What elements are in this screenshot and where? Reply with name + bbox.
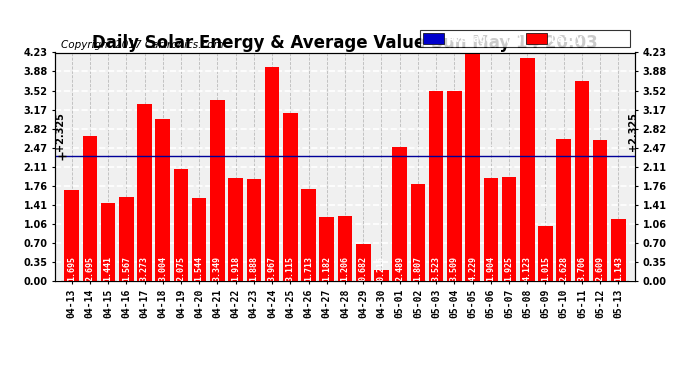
Text: 3.349: 3.349 bbox=[213, 256, 222, 281]
Text: 0.682: 0.682 bbox=[359, 256, 368, 281]
Text: 1.925: 1.925 bbox=[504, 256, 513, 281]
Bar bbox=[593, 140, 607, 281]
Bar bbox=[265, 67, 279, 281]
Bar bbox=[228, 177, 243, 281]
Bar bbox=[302, 189, 316, 281]
Text: 4.229: 4.229 bbox=[468, 256, 477, 281]
Text: 2.628: 2.628 bbox=[559, 256, 569, 281]
Text: 1.182: 1.182 bbox=[322, 256, 331, 281]
Bar bbox=[64, 190, 79, 281]
Text: 1.441: 1.441 bbox=[104, 256, 112, 281]
Bar bbox=[210, 100, 225, 281]
Text: 2.489: 2.489 bbox=[395, 256, 404, 281]
Text: 2.695: 2.695 bbox=[86, 256, 95, 281]
Bar bbox=[575, 81, 589, 281]
Bar bbox=[520, 58, 535, 281]
Text: 1.567: 1.567 bbox=[121, 256, 131, 281]
Bar bbox=[319, 217, 334, 281]
Text: 3.523: 3.523 bbox=[432, 256, 441, 281]
Bar bbox=[283, 113, 297, 281]
Text: 3.509: 3.509 bbox=[450, 256, 459, 281]
Text: 3.967: 3.967 bbox=[268, 256, 277, 281]
Title: Daily Solar Energy & Average Value Sun May 14 20:03: Daily Solar Energy & Average Value Sun M… bbox=[92, 34, 598, 53]
Bar bbox=[429, 91, 444, 281]
Text: 1.695: 1.695 bbox=[67, 256, 76, 281]
Text: 0.216: 0.216 bbox=[377, 256, 386, 281]
Text: 1.807: 1.807 bbox=[413, 256, 422, 281]
Text: 1.713: 1.713 bbox=[304, 256, 313, 281]
Text: 1.544: 1.544 bbox=[195, 256, 204, 281]
Text: +2.325: +2.325 bbox=[627, 112, 638, 151]
Bar bbox=[137, 104, 152, 281]
Bar bbox=[192, 198, 206, 281]
Bar bbox=[465, 53, 480, 281]
Text: 3.273: 3.273 bbox=[140, 256, 149, 281]
Text: 2.609: 2.609 bbox=[595, 256, 604, 281]
Bar bbox=[502, 177, 516, 281]
Bar bbox=[246, 179, 261, 281]
Bar bbox=[611, 219, 626, 281]
Text: 3.706: 3.706 bbox=[578, 256, 586, 281]
Text: 3.004: 3.004 bbox=[158, 256, 167, 281]
Bar bbox=[101, 203, 115, 281]
Bar bbox=[393, 147, 407, 281]
Bar bbox=[538, 226, 553, 281]
Text: 3.115: 3.115 bbox=[286, 256, 295, 281]
Bar bbox=[411, 183, 425, 281]
Text: +2.325: +2.325 bbox=[55, 112, 65, 151]
Legend: Average  ($), Daily    ($): Average ($), Daily ($) bbox=[420, 30, 629, 47]
Bar bbox=[484, 178, 498, 281]
Text: 4.123: 4.123 bbox=[523, 256, 532, 281]
Bar bbox=[447, 92, 462, 281]
Text: 1.143: 1.143 bbox=[614, 256, 623, 281]
Bar bbox=[174, 169, 188, 281]
Bar bbox=[374, 270, 388, 281]
Text: 1.904: 1.904 bbox=[486, 256, 495, 281]
Bar bbox=[356, 244, 371, 281]
Bar bbox=[337, 216, 353, 281]
Text: 1.918: 1.918 bbox=[231, 256, 240, 281]
Text: 1.888: 1.888 bbox=[249, 256, 258, 281]
Text: 1.015: 1.015 bbox=[541, 256, 550, 281]
Bar bbox=[83, 135, 97, 281]
Text: Copyright 2017 Cartronics.com: Copyright 2017 Cartronics.com bbox=[61, 40, 224, 50]
Bar bbox=[119, 196, 134, 281]
Bar bbox=[155, 119, 170, 281]
Text: 1.206: 1.206 bbox=[340, 256, 350, 281]
Bar bbox=[556, 139, 571, 281]
Text: 2.075: 2.075 bbox=[177, 256, 186, 281]
